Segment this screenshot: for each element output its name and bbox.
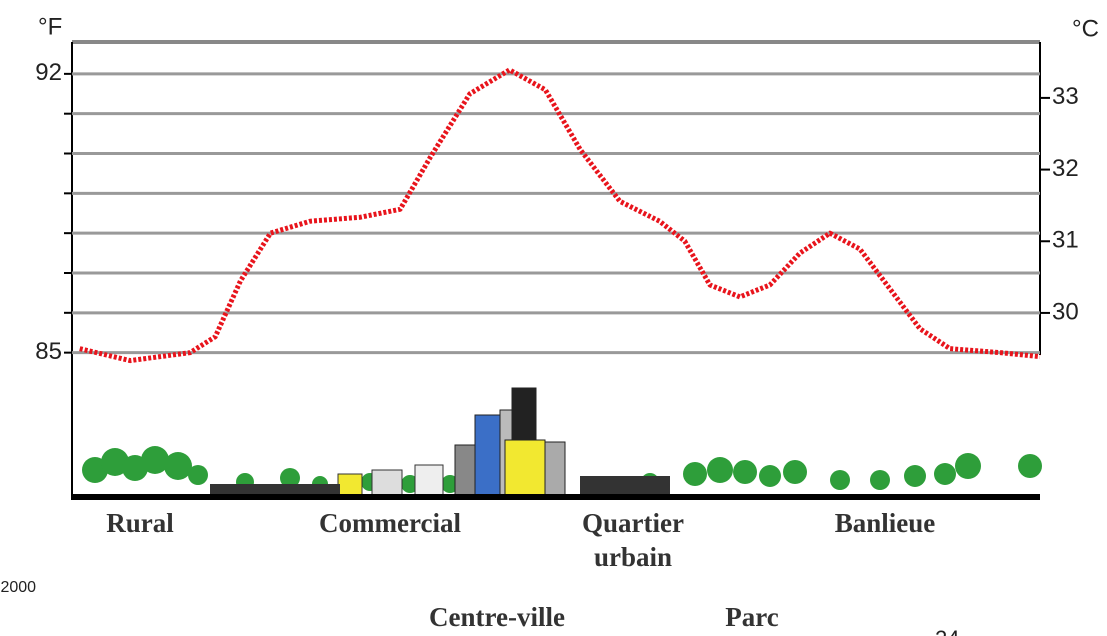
source: l. 2000 <box>0 579 36 596</box>
lower-label: Centre-ville <box>429 602 565 632</box>
page-number: 24 <box>935 626 959 636</box>
skyline <box>72 388 1042 497</box>
y-tick-label: 92 <box>35 59 62 86</box>
y2-tick-label: 33 <box>1052 83 1079 110</box>
y2-tick-label: 31 <box>1052 227 1079 254</box>
y-axis-label: °F <box>38 13 62 40</box>
zone-label: Rural <box>106 508 174 538</box>
zone-label: Banlieue <box>835 508 936 538</box>
zone-label: urbain <box>594 542 672 572</box>
zone-label: Quartier <box>582 508 684 538</box>
lower-label: Parc <box>725 602 778 632</box>
zone-label: Commercial <box>319 508 461 538</box>
y2-axis-label: °C <box>1072 15 1099 42</box>
y-tick-label: 85 <box>35 338 62 365</box>
y2-tick-label: 32 <box>1052 155 1079 182</box>
page: °F °C l. 2000 Centre-ville Parc 24 85 92 3… <box>0 0 1107 636</box>
y2-tick-label: 30 <box>1052 298 1079 325</box>
chart: °F °C l. 2000 Centre-ville Parc 24 85 92 3… <box>0 0 1107 636</box>
